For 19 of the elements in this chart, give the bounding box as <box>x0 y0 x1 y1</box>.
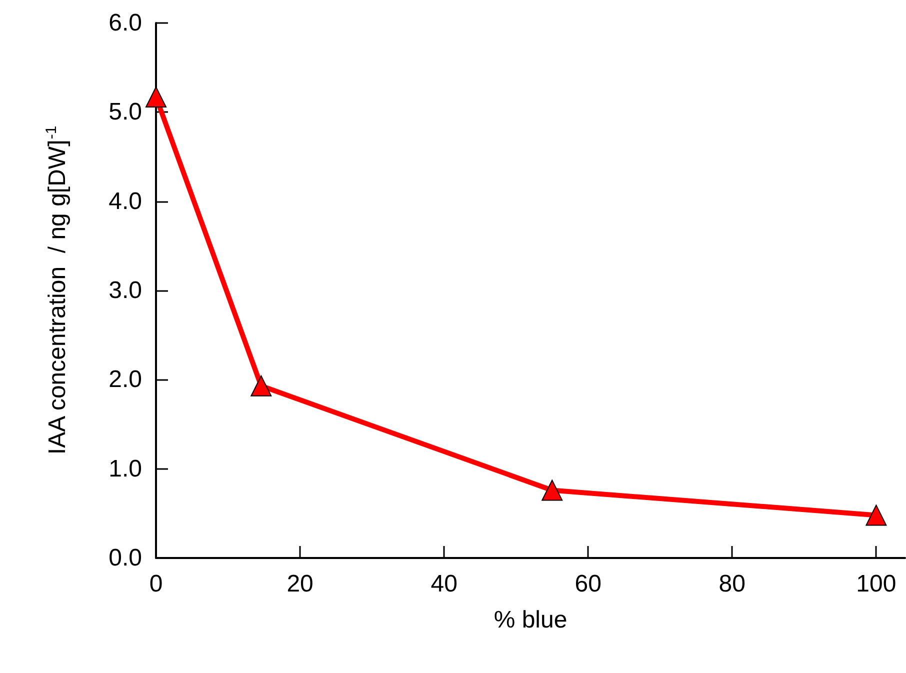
x-tick-label: 80 <box>718 570 746 598</box>
point <box>146 86 166 108</box>
x-axis-title: % blue <box>494 606 568 634</box>
y-tick-label: 3.0 <box>108 277 142 304</box>
point <box>250 375 272 396</box>
x-tick-label: 100 <box>856 570 896 598</box>
x-tick-label: 40 <box>430 570 458 598</box>
y-axis-title: IAA concentration / ng g[DW]-1 <box>43 126 71 455</box>
point <box>542 480 563 501</box>
y-tick-label: 6.0 <box>108 10 142 36</box>
y-tick-label: 1.0 <box>108 455 142 482</box>
y-tick-label: 4.0 <box>108 188 142 215</box>
point <box>866 504 887 526</box>
x-tick-label: 20 <box>286 570 314 598</box>
y-tick-label: 0.0 <box>108 544 142 572</box>
y-tick-label: 5.0 <box>108 98 142 126</box>
y-tick-label: 2.0 <box>108 366 142 394</box>
x-tick-label: 0 <box>149 570 163 598</box>
x-tick-label: 60 <box>574 570 602 598</box>
